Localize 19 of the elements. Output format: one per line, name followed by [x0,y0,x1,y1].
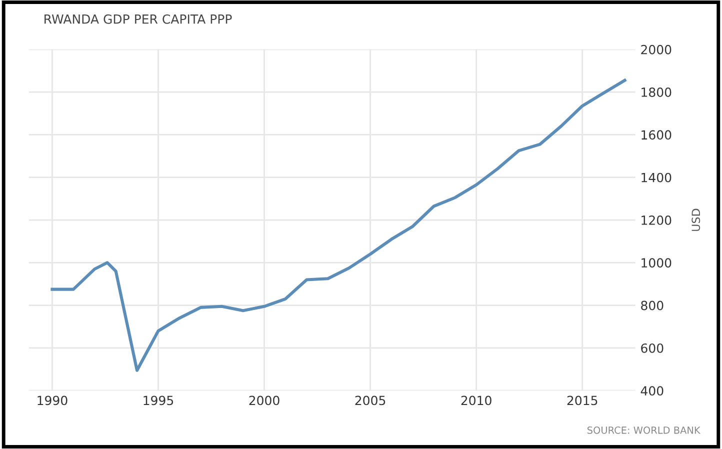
chart-title: RWANDA GDP PER CAPITA PPP [44,14,232,24]
x-tick-label: 2010 [461,396,492,406]
y-tick-label: 1400 [642,172,672,182]
line-series [50,78,626,372]
x-tick-label: 2015 [567,396,598,406]
x-tick-label: 2000 [249,396,280,406]
y-axis-title: USD [692,208,700,231]
y-tick-label: 600 [641,343,664,353]
y-tick-label: 2000 [641,44,672,54]
y-tick-label: 400 [640,386,664,396]
x-tick-label: 1995 [144,396,174,406]
x-tick-label: 2005 [355,396,386,406]
y-tick-label: 1000 [642,258,672,268]
y-tick-label: 1800 [642,88,672,97]
y-tick-label: 800 [641,300,664,310]
source-note: SOURCE: WORLD BANK [587,426,701,434]
y-tick-label: 1200 [642,215,672,225]
y-tick-label: 1600 [642,130,672,140]
x-tick-label: 1990 [38,396,68,406]
